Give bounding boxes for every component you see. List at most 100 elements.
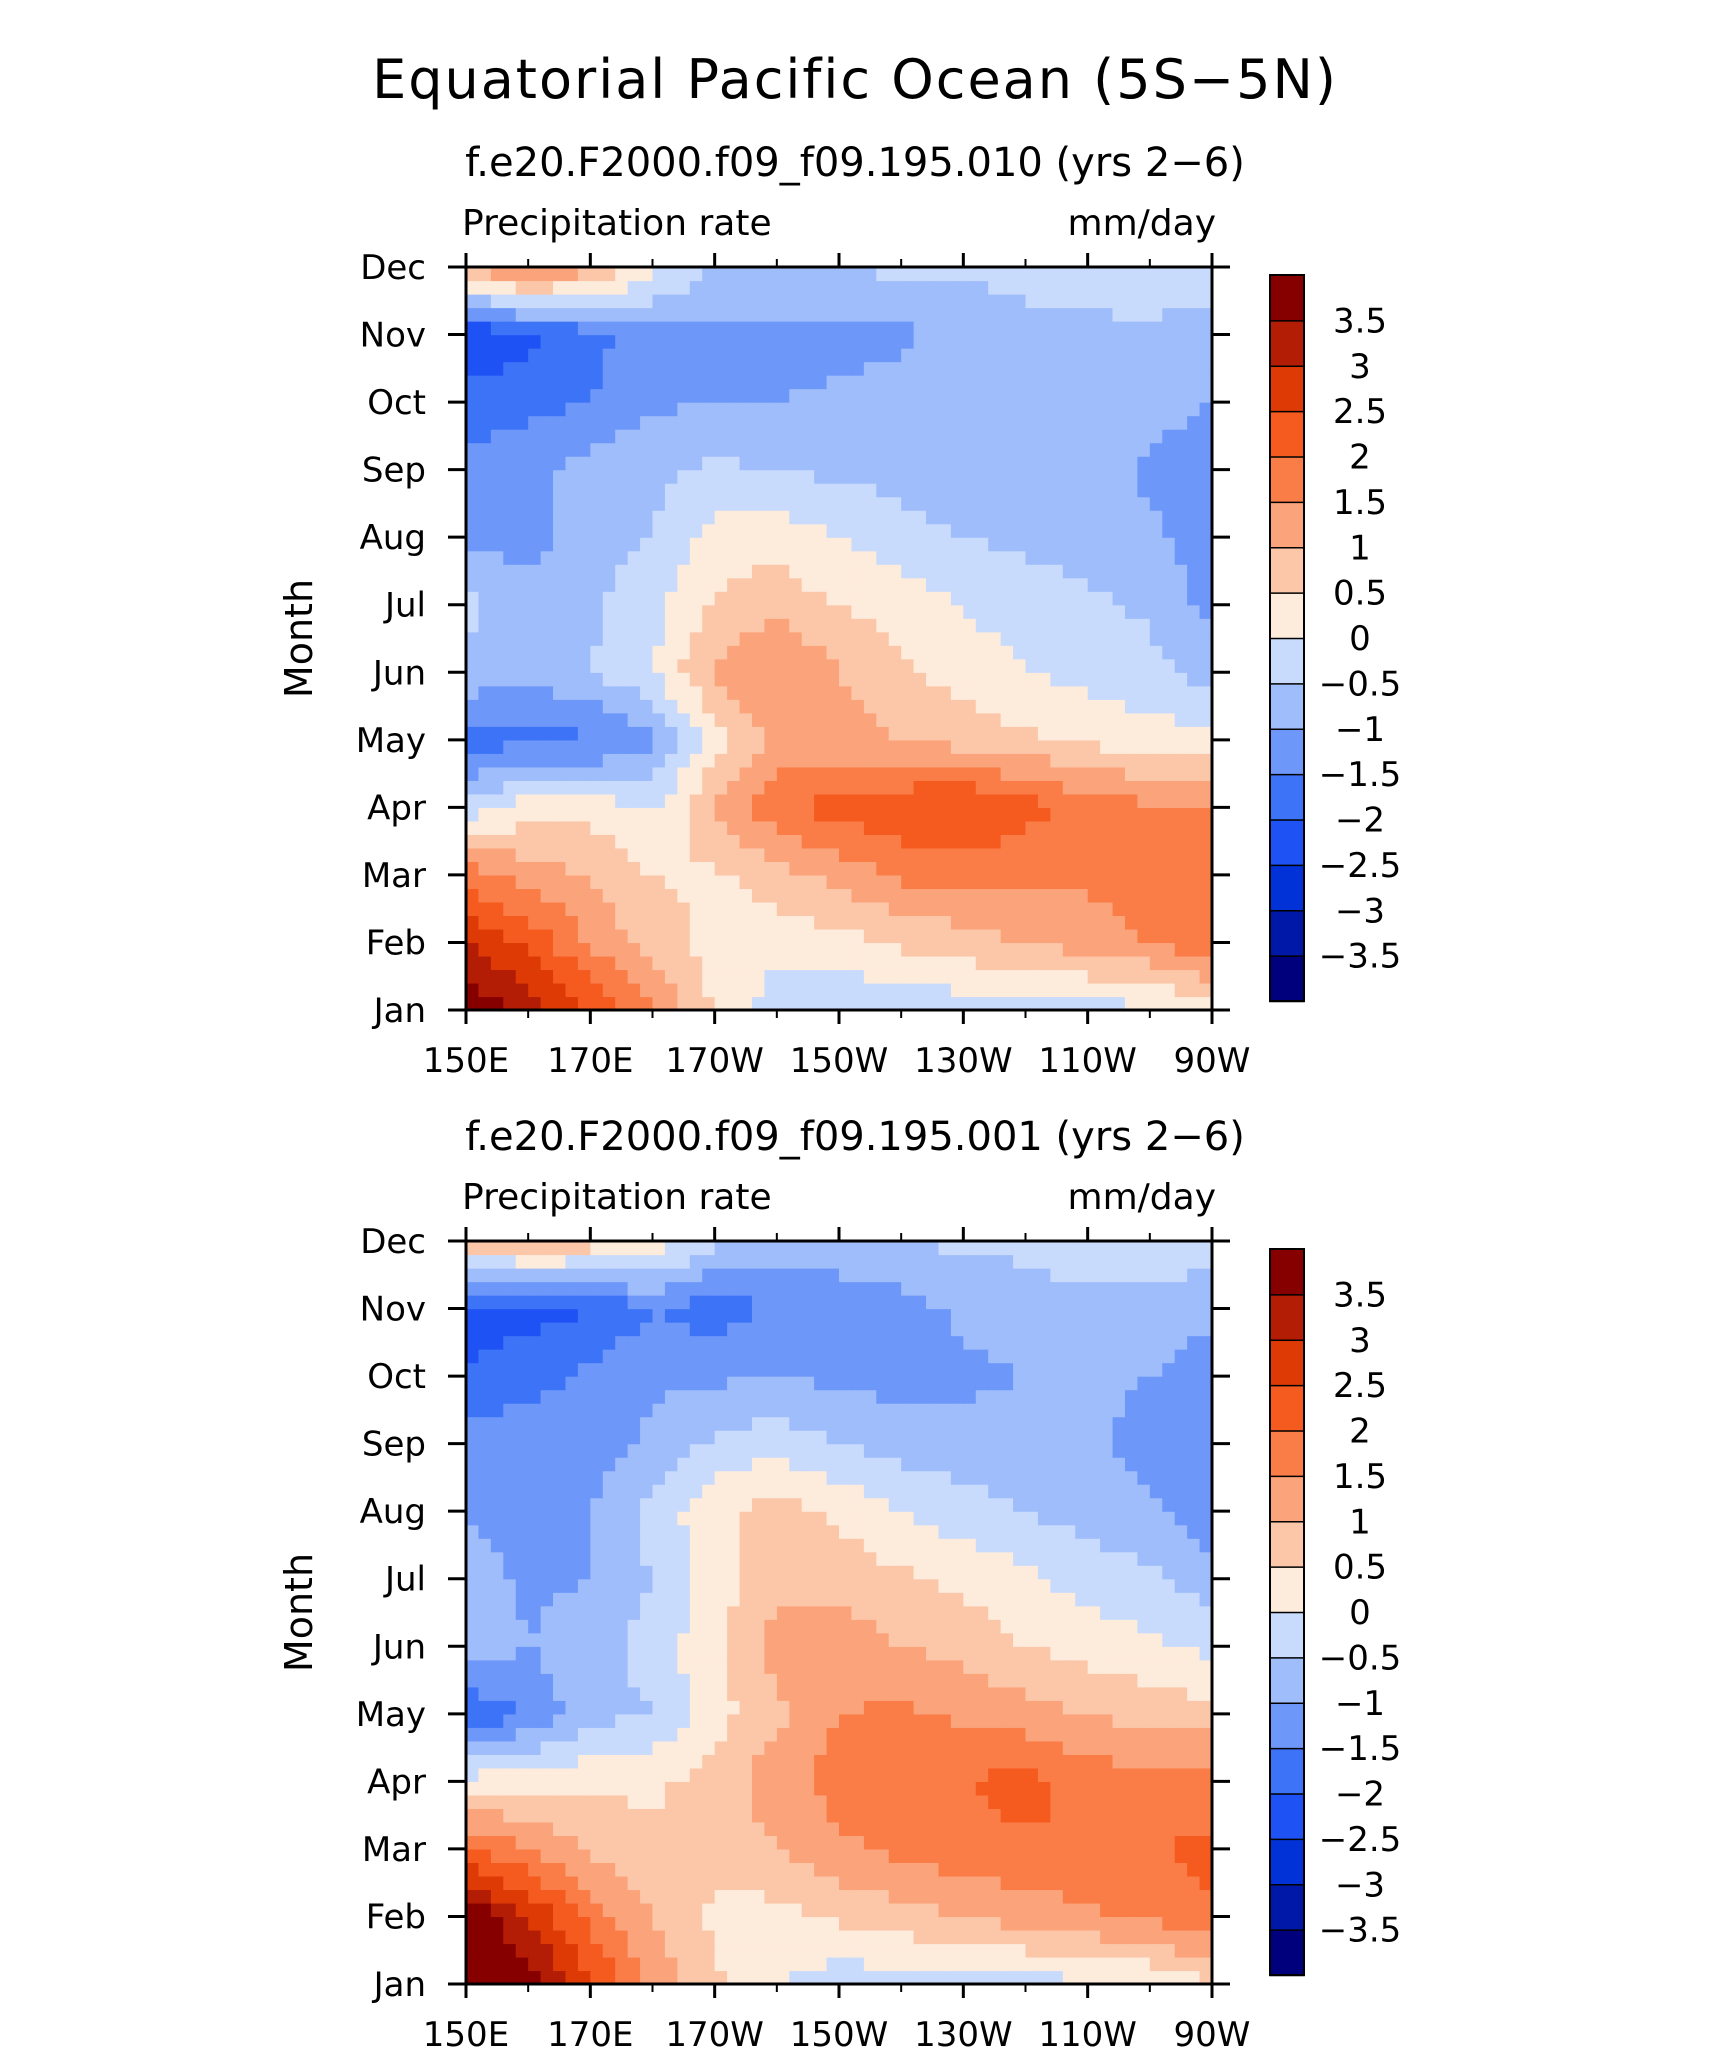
heatmap-cell <box>1162 874 1176 890</box>
heatmap-cell <box>876 915 890 930</box>
heatmap-cell <box>789 1754 803 1769</box>
heatmap-cell <box>490 1619 504 1634</box>
colorbar-label: 3.5 <box>1333 301 1387 341</box>
heatmap-cell <box>652 955 666 971</box>
heatmap-cell <box>652 969 666 984</box>
heatmap-cell <box>515 645 529 660</box>
heatmap-cell <box>913 1754 927 1769</box>
heatmap-cell <box>702 672 716 687</box>
heatmap-cell <box>714 1727 728 1742</box>
heatmap-cell <box>851 1740 865 1755</box>
heatmap-cell <box>540 712 554 727</box>
heatmap-cell <box>478 550 492 565</box>
heatmap-cell <box>565 969 579 984</box>
heatmap-cell <box>801 807 815 822</box>
heatmap-cell <box>590 1767 604 1782</box>
heatmap-cell <box>1100 604 1114 619</box>
heatmap-cell <box>814 537 828 552</box>
heatmap-cell <box>515 780 529 795</box>
heatmap-cell <box>702 321 716 336</box>
heatmap-cell <box>851 631 865 646</box>
heatmap-cell <box>1062 267 1076 282</box>
heatmap-cell <box>515 955 529 971</box>
heatmap-cell <box>988 753 1002 768</box>
heatmap-cell <box>466 496 480 511</box>
heatmap-cell <box>1187 1902 1201 1918</box>
heatmap-cell <box>577 861 591 876</box>
heatmap-cell <box>478 267 492 282</box>
heatmap-cell <box>1162 645 1176 660</box>
heatmap-cell <box>851 1956 865 1972</box>
heatmap-cell <box>1075 348 1089 363</box>
heatmap-cell <box>1025 753 1039 768</box>
heatmap-cell <box>627 604 641 619</box>
heatmap-cell <box>901 1713 915 1728</box>
heatmap-cell <box>1075 699 1089 714</box>
heatmap-cell <box>1050 564 1064 579</box>
heatmap-cell <box>1025 834 1039 849</box>
heatmap-cell <box>602 942 616 957</box>
heatmap-cell <box>963 739 977 754</box>
heatmap-cell <box>1124 793 1138 808</box>
heatmap-cell <box>565 901 579 917</box>
heatmap-cell <box>503 1619 517 1634</box>
heatmap-cell <box>615 564 629 579</box>
heatmap-cell <box>851 820 865 835</box>
heatmap-cell <box>565 820 579 835</box>
heatmap-cell <box>975 753 989 768</box>
heatmap-cell <box>1025 1754 1039 1769</box>
heatmap-cell <box>602 267 616 282</box>
heatmap-cell <box>640 1970 654 1985</box>
heatmap-cell <box>1137 888 1151 903</box>
heatmap-cell <box>739 658 753 673</box>
heatmap-cell <box>1187 1727 1201 1742</box>
heatmap-cell <box>1124 1700 1138 1715</box>
heatmap-cell <box>677 1619 691 1634</box>
heatmap-cell <box>478 1835 492 1850</box>
heatmap-cell <box>652 523 666 538</box>
heatmap-cell <box>888 442 902 457</box>
heatmap-cell <box>863 1970 877 1985</box>
heatmap-cell <box>913 1740 927 1755</box>
heatmap-cell <box>926 1916 940 1931</box>
heatmap-cell <box>1100 1956 1114 1972</box>
heatmap-cell <box>1149 1821 1163 1836</box>
heatmap-cell <box>975 415 989 430</box>
heatmap-cell <box>1149 820 1163 835</box>
heatmap-cell <box>1025 712 1039 727</box>
heatmap-cell <box>503 1916 517 1931</box>
heatmap-cell <box>478 348 492 363</box>
heatmap-cell <box>702 402 716 417</box>
heatmap-cell <box>490 1956 504 1972</box>
heatmap-cell <box>503 658 517 673</box>
heatmap-cell <box>1199 1740 1213 1755</box>
heatmap-cell <box>1137 1929 1151 1945</box>
heatmap-cell <box>814 267 828 282</box>
heatmap-cell <box>1174 712 1188 727</box>
heatmap-cell <box>950 1862 964 1877</box>
heatmap-cell <box>751 267 765 282</box>
heatmap-cell <box>1050 1862 1064 1877</box>
heatmap-cell <box>1137 1821 1151 1836</box>
heatmap-cell <box>1100 1848 1114 1864</box>
heatmap-cell <box>1025 577 1039 592</box>
heatmap-cell <box>627 780 641 795</box>
heatmap-cell <box>540 1754 554 1769</box>
heatmap-cell <box>1087 1632 1101 1647</box>
heatmap-cell <box>677 726 691 741</box>
heatmap-cell <box>714 1875 728 1891</box>
heatmap-cell <box>1149 550 1163 565</box>
heatmap-cell <box>615 942 629 957</box>
heatmap-cell <box>1037 577 1051 592</box>
heatmap-cell <box>1062 483 1076 498</box>
heatmap-cell <box>851 415 865 430</box>
heatmap-cell <box>863 1808 877 1823</box>
heatmap-cell <box>615 1943 629 1958</box>
heatmap-cell <box>615 645 629 660</box>
heatmap-cell <box>1062 726 1076 741</box>
heatmap-cell <box>1149 1740 1163 1755</box>
heatmap-cell <box>1137 834 1151 849</box>
heatmap-cell <box>739 429 753 444</box>
heatmap-cell <box>1137 861 1151 876</box>
heatmap-cell <box>615 807 629 822</box>
